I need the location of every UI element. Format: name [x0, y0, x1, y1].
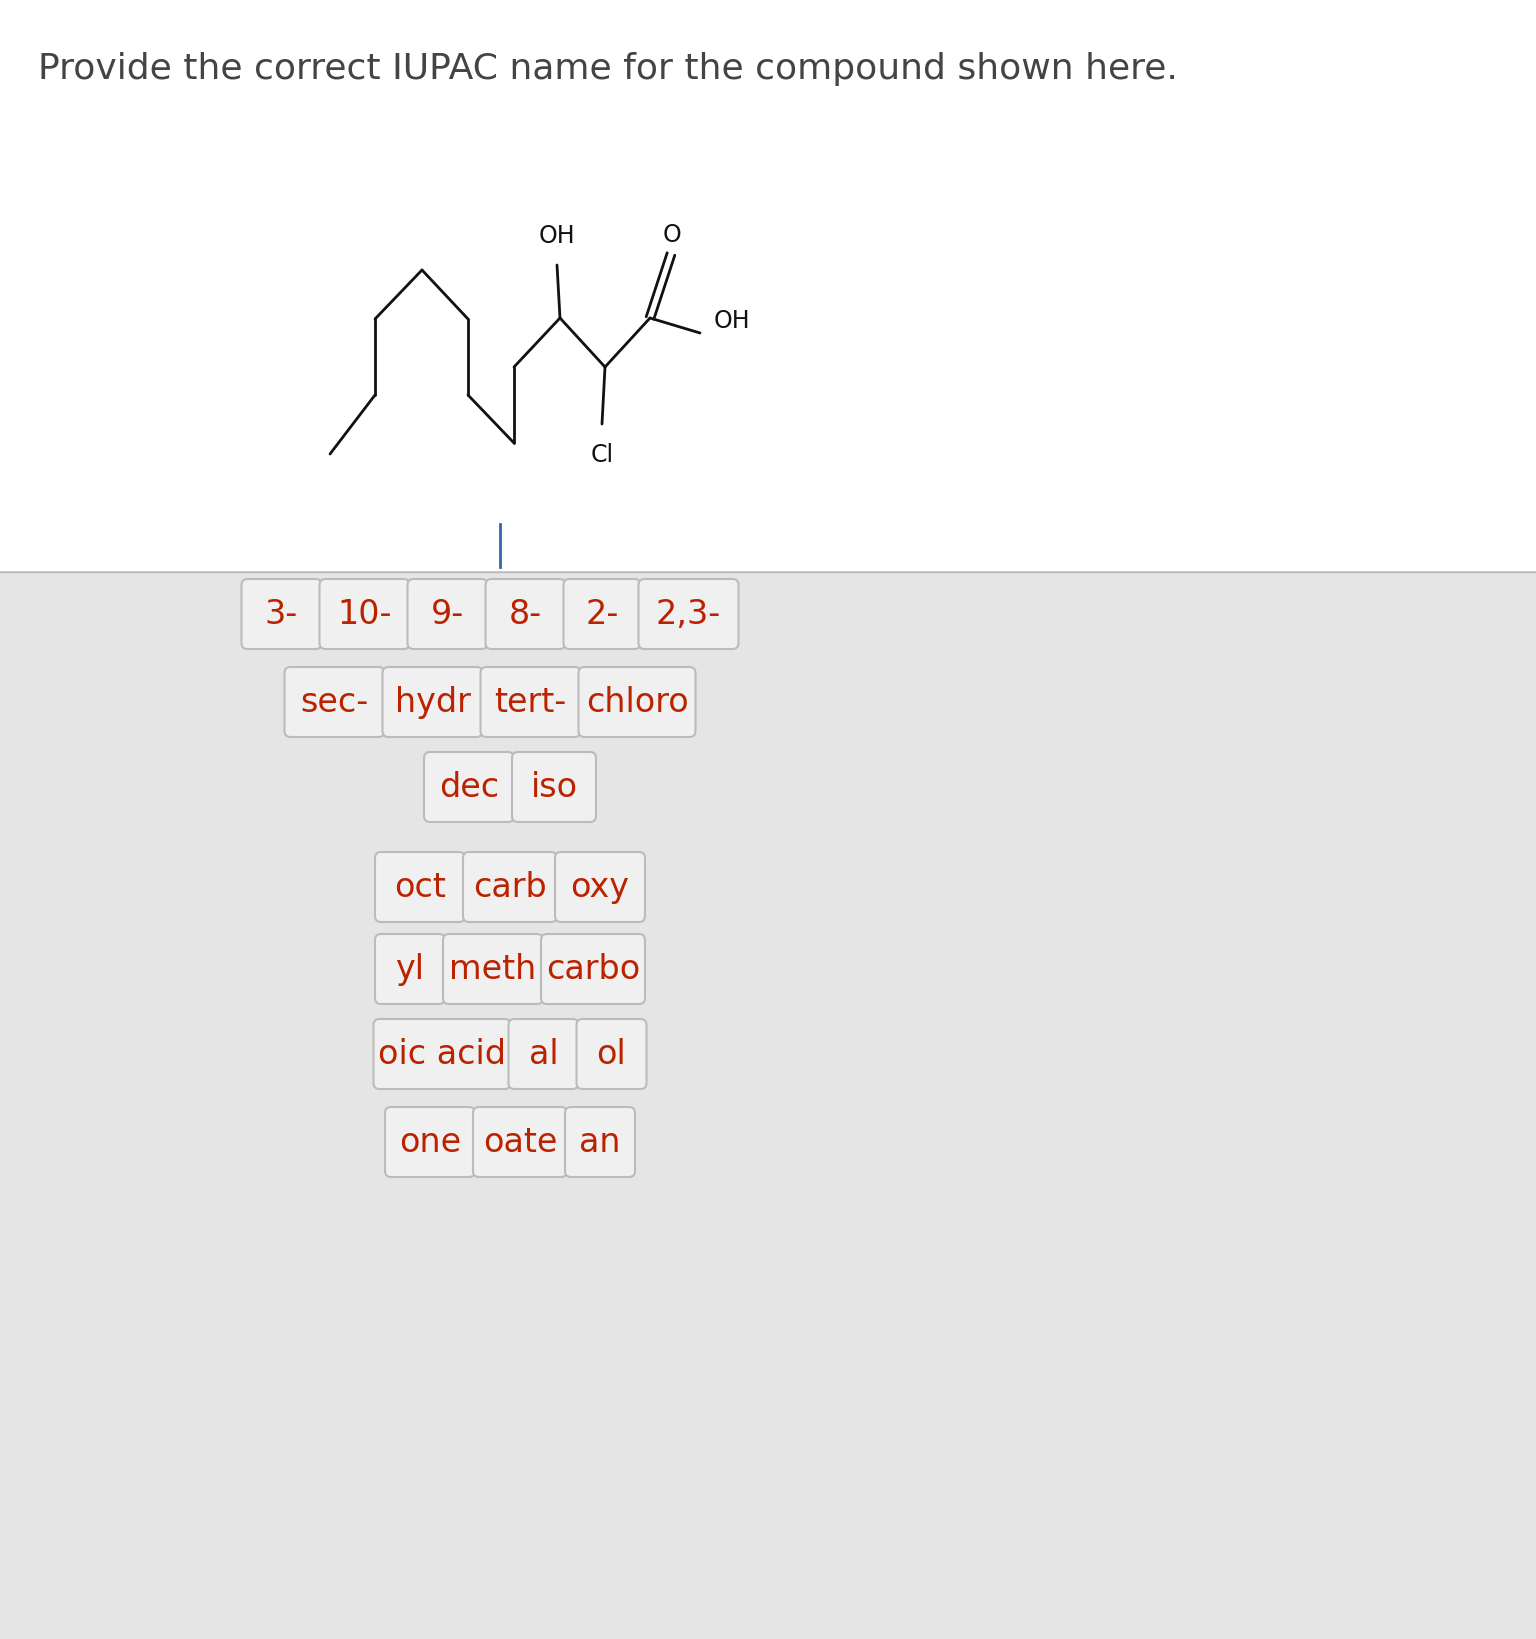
FancyBboxPatch shape [508, 1019, 579, 1090]
Text: carbo: carbo [545, 952, 641, 987]
FancyBboxPatch shape [375, 934, 445, 1005]
Text: oxy: oxy [570, 870, 630, 905]
Text: Provide the correct IUPAC name for the compound shown here.: Provide the correct IUPAC name for the c… [38, 52, 1178, 85]
FancyBboxPatch shape [407, 580, 487, 649]
FancyBboxPatch shape [442, 934, 544, 1005]
FancyBboxPatch shape [541, 934, 645, 1005]
Text: one: one [399, 1126, 461, 1159]
Text: O: O [662, 223, 682, 247]
Text: al: al [528, 1037, 558, 1070]
Text: iso: iso [530, 770, 578, 805]
Text: chloro: chloro [585, 687, 688, 720]
FancyBboxPatch shape [554, 852, 645, 923]
Text: 2-: 2- [585, 598, 619, 631]
FancyBboxPatch shape [511, 752, 596, 823]
FancyBboxPatch shape [424, 752, 515, 823]
Text: 3-: 3- [264, 598, 298, 631]
Bar [0, 572, 1536, 1639]
FancyBboxPatch shape [319, 580, 410, 649]
FancyBboxPatch shape [564, 580, 641, 649]
Text: hydr: hydr [395, 687, 470, 720]
FancyBboxPatch shape [241, 580, 321, 649]
Text: oic acid: oic acid [378, 1037, 505, 1070]
FancyBboxPatch shape [565, 1108, 634, 1177]
FancyBboxPatch shape [373, 1019, 510, 1090]
FancyBboxPatch shape [462, 852, 558, 923]
Text: an: an [579, 1126, 621, 1159]
Text: tert-: tert- [495, 687, 567, 720]
Text: oate: oate [482, 1126, 558, 1159]
Text: sec-: sec- [301, 687, 369, 720]
Text: 8-: 8- [508, 598, 542, 631]
FancyBboxPatch shape [485, 580, 565, 649]
Text: ol: ol [596, 1037, 627, 1070]
Text: meth: meth [450, 952, 536, 987]
FancyBboxPatch shape [639, 580, 739, 649]
Text: 9-: 9- [432, 598, 464, 631]
Text: dec: dec [439, 770, 499, 805]
Text: carb: carb [473, 870, 547, 905]
FancyBboxPatch shape [375, 852, 465, 923]
FancyBboxPatch shape [473, 1108, 567, 1177]
Text: Cl: Cl [590, 443, 613, 467]
FancyBboxPatch shape [579, 667, 696, 738]
Text: yl: yl [395, 952, 424, 987]
Text: 2,3-: 2,3- [656, 598, 720, 631]
Text: 10-: 10- [338, 598, 392, 631]
FancyBboxPatch shape [481, 667, 581, 738]
Text: oct: oct [395, 870, 445, 905]
Text: OH: OH [539, 225, 576, 247]
FancyBboxPatch shape [576, 1019, 647, 1090]
FancyBboxPatch shape [386, 1108, 475, 1177]
Text: OH: OH [714, 308, 751, 333]
FancyBboxPatch shape [382, 667, 482, 738]
FancyBboxPatch shape [284, 667, 384, 738]
